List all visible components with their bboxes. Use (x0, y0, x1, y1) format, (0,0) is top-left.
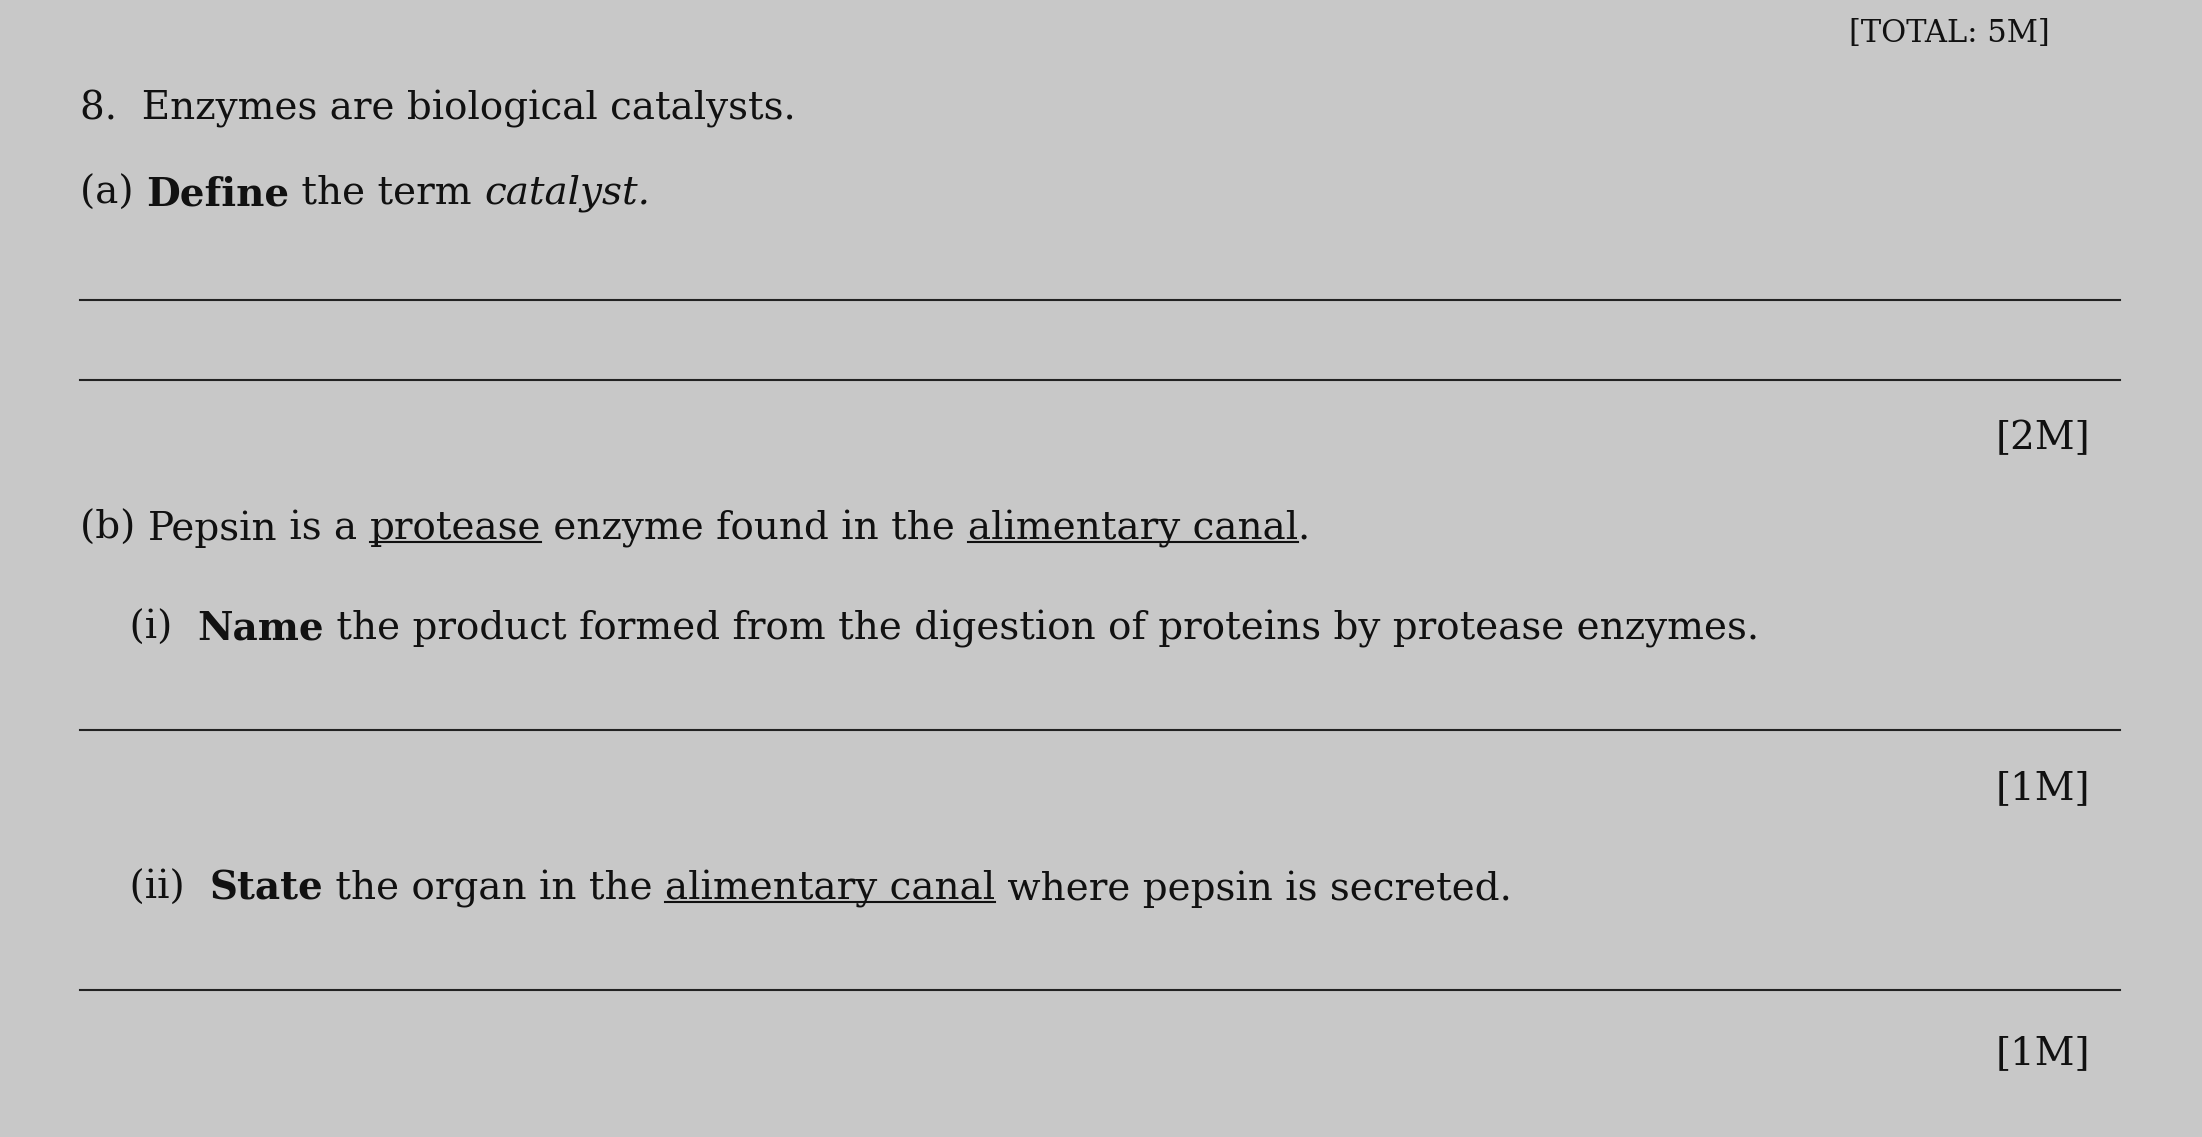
Text: [1M]: [1M] (1995, 1035, 2090, 1072)
Text: [2M]: [2M] (1995, 420, 2090, 457)
Text: enzyme found in the: enzyme found in the (542, 511, 967, 548)
Text: catalyst.: catalyst. (484, 175, 650, 213)
Text: (ii): (ii) (79, 870, 209, 907)
Text: is a: is a (277, 511, 370, 547)
Text: 8.  Enzymes are biological catalysts.: 8. Enzymes are biological catalysts. (79, 90, 795, 128)
Text: where pepsin is secreted.: where pepsin is secreted. (995, 870, 1513, 907)
Text: (b): (b) (79, 511, 148, 547)
Text: [TOTAL: 5M]: [TOTAL: 5M] (1850, 18, 2050, 49)
Text: .: . (1297, 511, 1310, 547)
Text: (i): (i) (79, 609, 198, 647)
Text: Pepsin: Pepsin (148, 511, 277, 548)
Text: State: State (209, 870, 324, 908)
Text: the term: the term (288, 175, 484, 211)
Text: (a): (a) (79, 175, 145, 211)
Text: the product formed from the digestion of proteins by protease enzymes.: the product formed from the digestion of… (324, 609, 1759, 648)
Text: protease: protease (370, 511, 542, 547)
Text: [1M]: [1M] (1995, 770, 2090, 807)
Text: alimentary canal: alimentary canal (967, 511, 1297, 548)
Text: alimentary canal: alimentary canal (665, 870, 995, 908)
Text: Name: Name (198, 609, 324, 648)
Text: Define: Define (145, 175, 288, 213)
Text: the organ in the: the organ in the (324, 870, 665, 908)
